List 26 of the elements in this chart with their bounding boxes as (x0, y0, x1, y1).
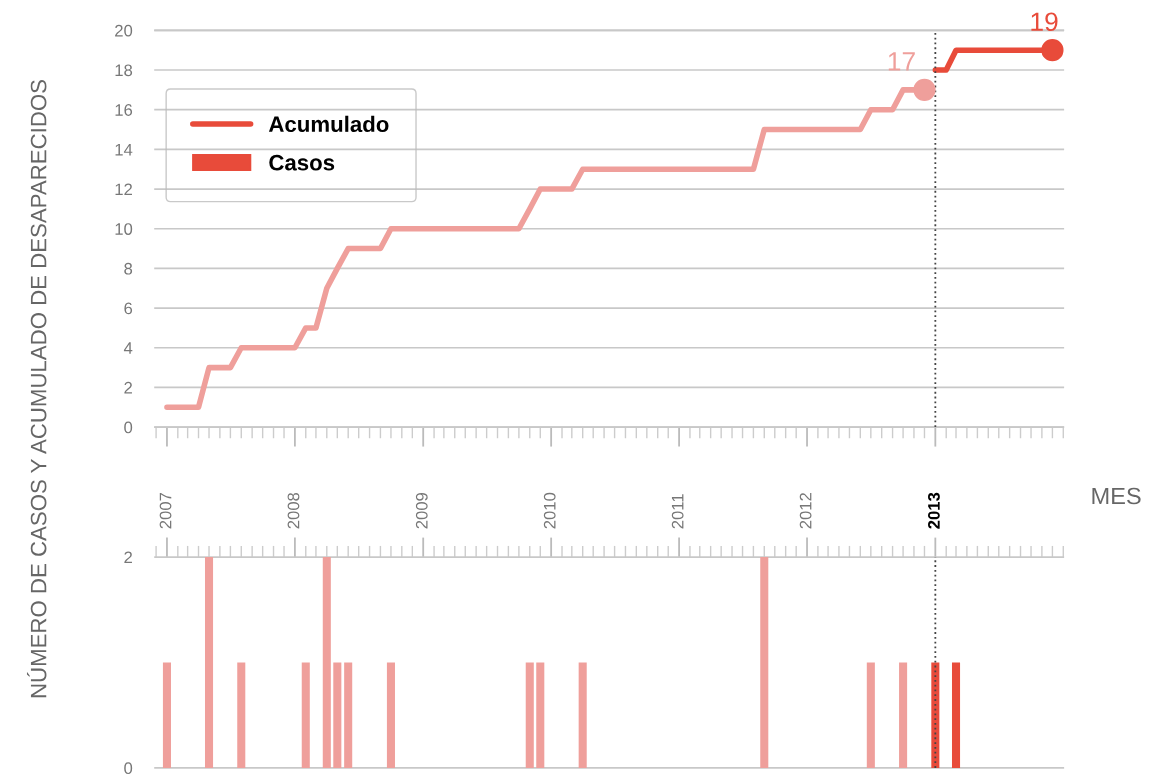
annotation: 19 (1031, 12, 1058, 32)
y-tick-label: 12 (115, 183, 132, 196)
legend-label: Acumulado (268, 115, 389, 133)
y-tick-label: 4 (123, 342, 133, 354)
x-tick-label: 2009 (415, 492, 428, 529)
y-tick-label: 18 (115, 64, 133, 77)
legend-label: Casos (269, 154, 335, 171)
annotation: 17 (888, 52, 915, 71)
y-tick-label: 2 (124, 551, 132, 564)
x-tick-label: 2007 (159, 493, 172, 529)
y-tick-label: 10 (115, 223, 133, 235)
x-tick-label: 2011 (671, 494, 684, 529)
y-tick-label: 8 (124, 262, 133, 275)
y-axis-title: NÚMERO DE CASOS Y ACUMULADO DE DESAPARECIDOS (26, 80, 47, 698)
y-tick-label: 0 (124, 421, 133, 434)
x-tick-label: 2013 (928, 492, 940, 529)
y-tick-label: 16 (115, 104, 133, 116)
y-tick-label: 2 (124, 381, 132, 394)
x-axis-title: MES (1092, 487, 1141, 505)
x-tick-label: 2012 (799, 493, 812, 529)
y-tick-label: 20 (115, 24, 133, 37)
x-tick-label: 2010 (543, 492, 556, 529)
x-tick-label: 2008 (287, 492, 300, 529)
y-tick-label: 6 (124, 302, 133, 315)
y-tick-label: 0 (124, 762, 133, 775)
y-tick-label: 14 (115, 143, 133, 156)
